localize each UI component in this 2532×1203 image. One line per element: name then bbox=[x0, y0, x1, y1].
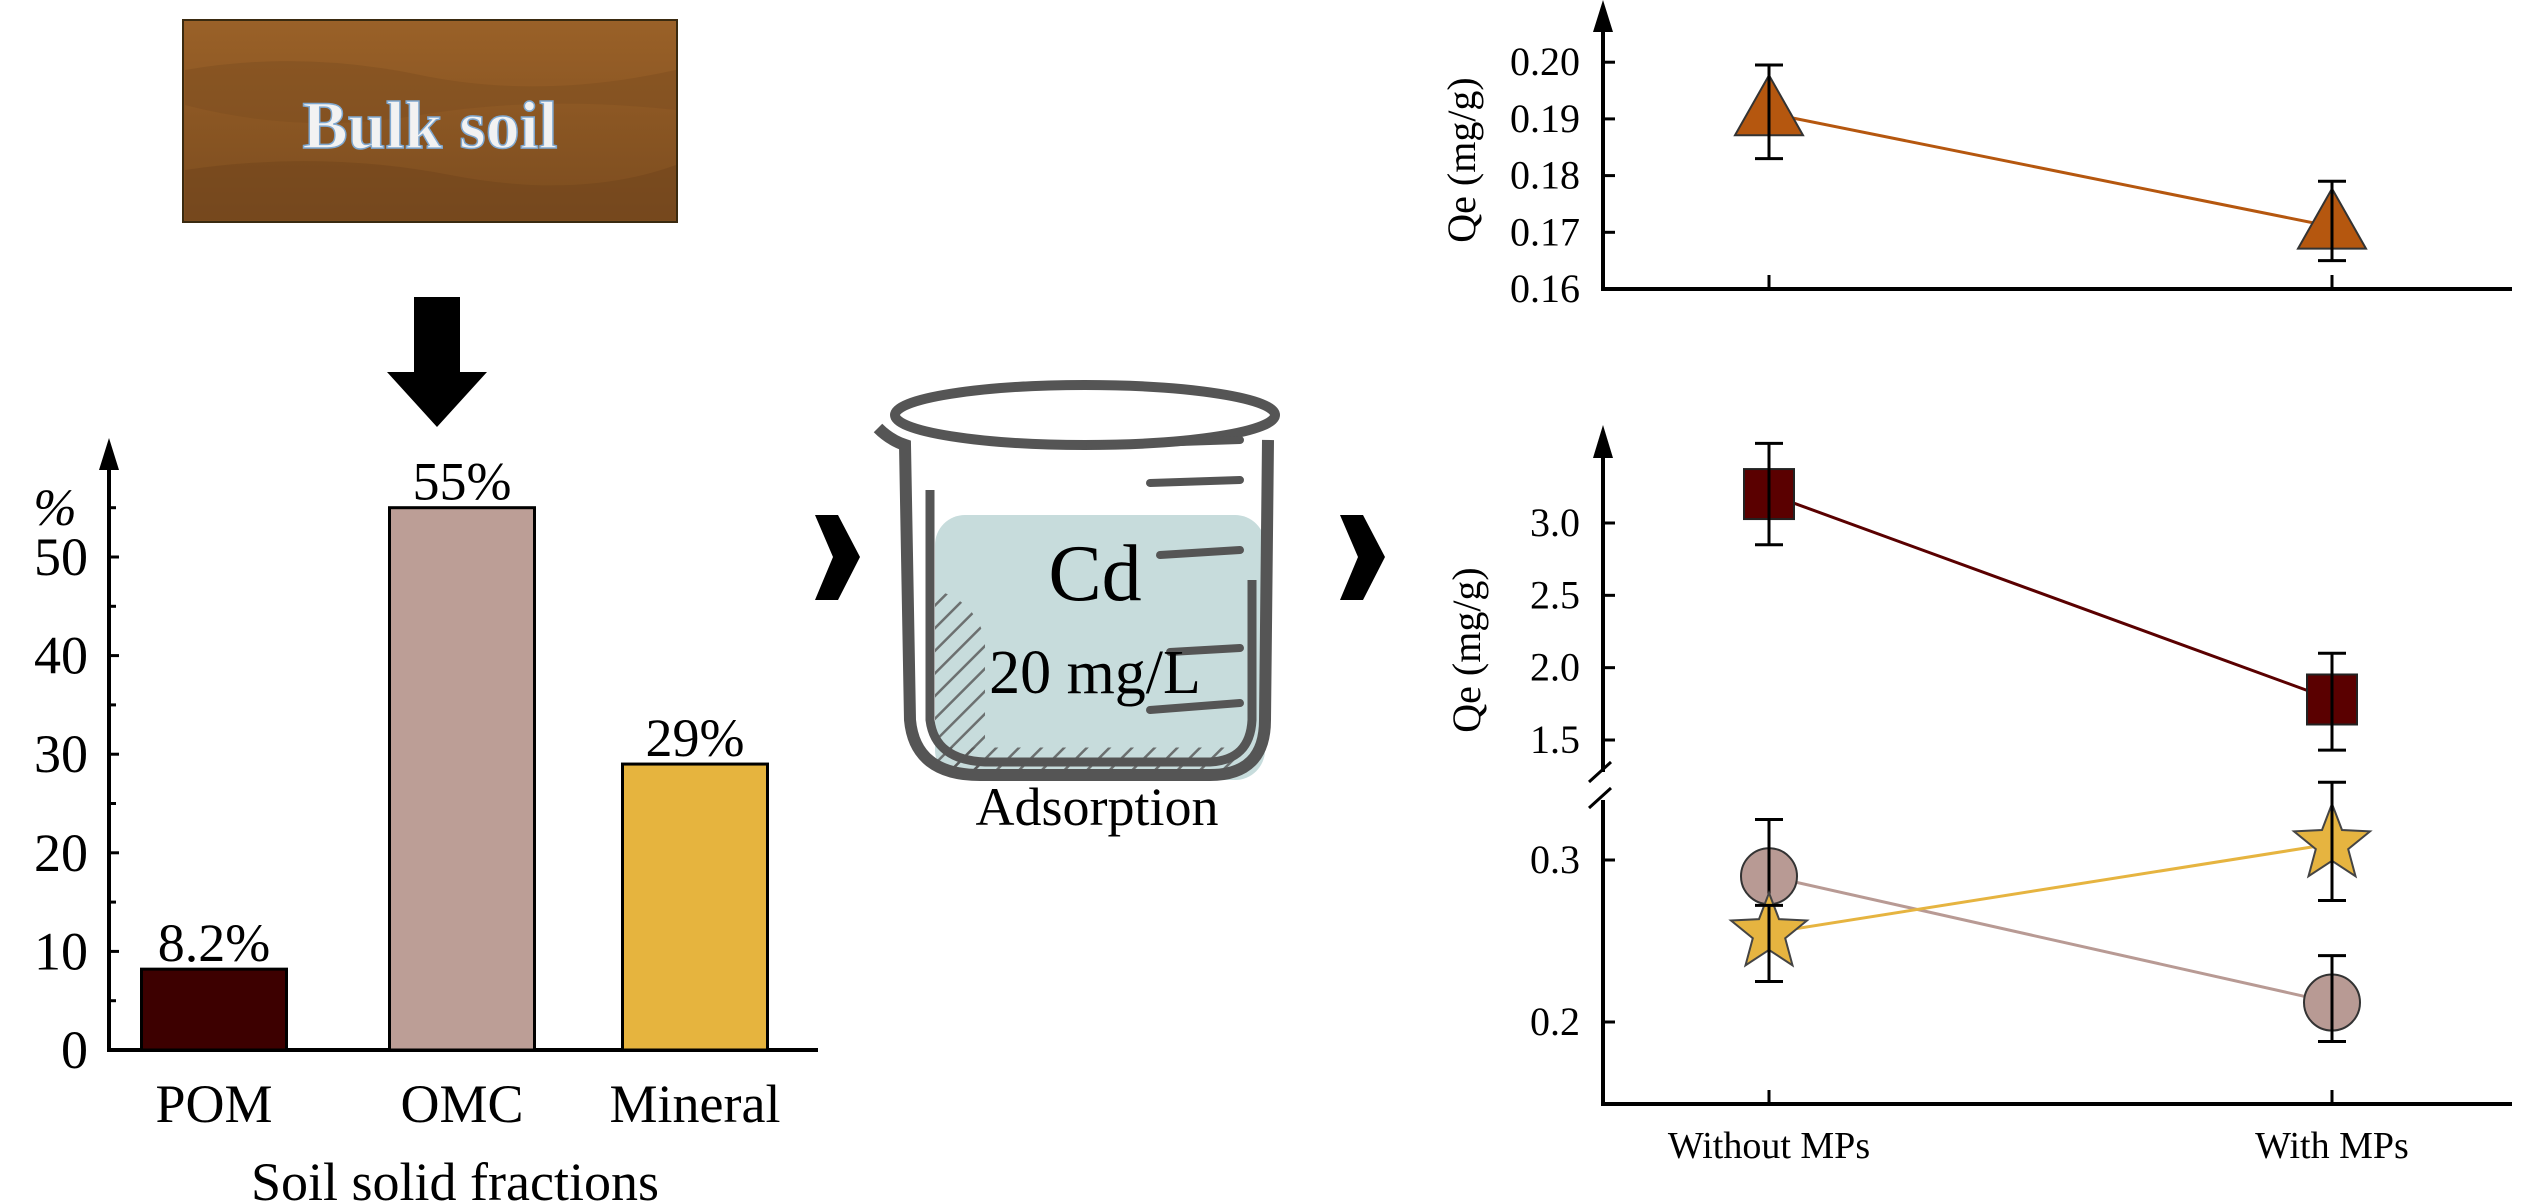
bulk-soil-qe-chart: Qe (mg/g) 0.16 0.17 0.18 0.19 0.20 bbox=[1439, 0, 2512, 311]
bottom-y-axis-title: Qe (mg/g) bbox=[1444, 567, 1489, 733]
y-tick-label: 0.2 bbox=[1530, 999, 1580, 1044]
beaker-concentration: 20 mg/L bbox=[989, 639, 1201, 707]
y-tick-label: 2.0 bbox=[1530, 645, 1580, 690]
beaker-solute: Cd bbox=[1048, 530, 1141, 618]
y-tick-label: 0.16 bbox=[1510, 266, 1580, 311]
y-tick-label: 0.19 bbox=[1510, 96, 1580, 141]
beaker-illustration: Cd 20 mg/L bbox=[873, 380, 1280, 781]
y-tick-label: 1.5 bbox=[1530, 717, 1580, 762]
y-tick-label: 20 bbox=[34, 823, 88, 883]
series-line-mineral bbox=[1768, 842, 2333, 935]
x-category-label: OMC bbox=[400, 1074, 523, 1134]
chevron-right-icon bbox=[815, 515, 860, 600]
adsorption-caption: Adsorption bbox=[976, 777, 1219, 837]
y-tick-label: 0.17 bbox=[1510, 209, 1580, 254]
y-axis-arrow-icon bbox=[99, 438, 119, 470]
bar-data-label: 29% bbox=[646, 708, 745, 768]
bulk-soil-label: Bulk soil bbox=[302, 87, 557, 163]
y-tick-label: 10 bbox=[34, 921, 88, 981]
y-tick-label: 3.0 bbox=[1530, 500, 1580, 545]
series-line-omc bbox=[1768, 874, 2333, 1005]
y-tick-label: 30 bbox=[34, 724, 88, 784]
bar-pom bbox=[140, 967, 288, 1052]
x-category-label: Without MPs bbox=[1668, 1125, 1870, 1167]
bar-data-label: 55% bbox=[413, 452, 512, 512]
y-tick-label: 50 bbox=[34, 527, 88, 587]
bar-y-unit: % bbox=[33, 480, 76, 537]
down-arrow-icon bbox=[387, 297, 487, 427]
series-line bbox=[1768, 111, 2333, 229]
bar-mineral bbox=[621, 762, 769, 1052]
top-y-axis-title: Qe (mg/g) bbox=[1439, 77, 1484, 243]
bar-data-label: 8.2% bbox=[158, 913, 270, 973]
x-category-label: Mineral bbox=[610, 1074, 781, 1134]
y-tick-label: 0.3 bbox=[1530, 837, 1580, 882]
x-category-label: POM bbox=[155, 1074, 272, 1134]
bar-chart: % Soil solid fractions 0 10 20 30 40 50 8.2% PO… bbox=[33, 438, 818, 1203]
axis-break-mark bbox=[1587, 760, 1613, 784]
series-line-pom bbox=[1768, 492, 2333, 701]
y-tick-label: 40 bbox=[34, 626, 88, 686]
y-axis-arrow-icon bbox=[1593, 0, 1613, 32]
bar-x-axis-title: Soil solid fractions bbox=[251, 1152, 659, 1203]
x-category-label: With MPs bbox=[2255, 1125, 2409, 1167]
fractions-qe-chart: Qe (mg/g) 0.2 0.3 1.5 2.0 2.5 3.0 Without MPs W… bbox=[1444, 425, 2512, 1167]
bulk-soil-box: Bulk soil bbox=[182, 19, 678, 223]
axis-break-mark bbox=[1587, 786, 1613, 810]
chevron-right-icon bbox=[1340, 515, 1385, 600]
y-tick-label: 0.18 bbox=[1510, 153, 1580, 198]
bar-omc bbox=[388, 506, 536, 1052]
y-tick-label: 0.20 bbox=[1510, 39, 1580, 84]
y-axis-arrow-icon bbox=[1593, 425, 1613, 458]
y-tick-label: 0 bbox=[61, 1020, 88, 1080]
y-tick-label: 2.5 bbox=[1530, 572, 1580, 617]
